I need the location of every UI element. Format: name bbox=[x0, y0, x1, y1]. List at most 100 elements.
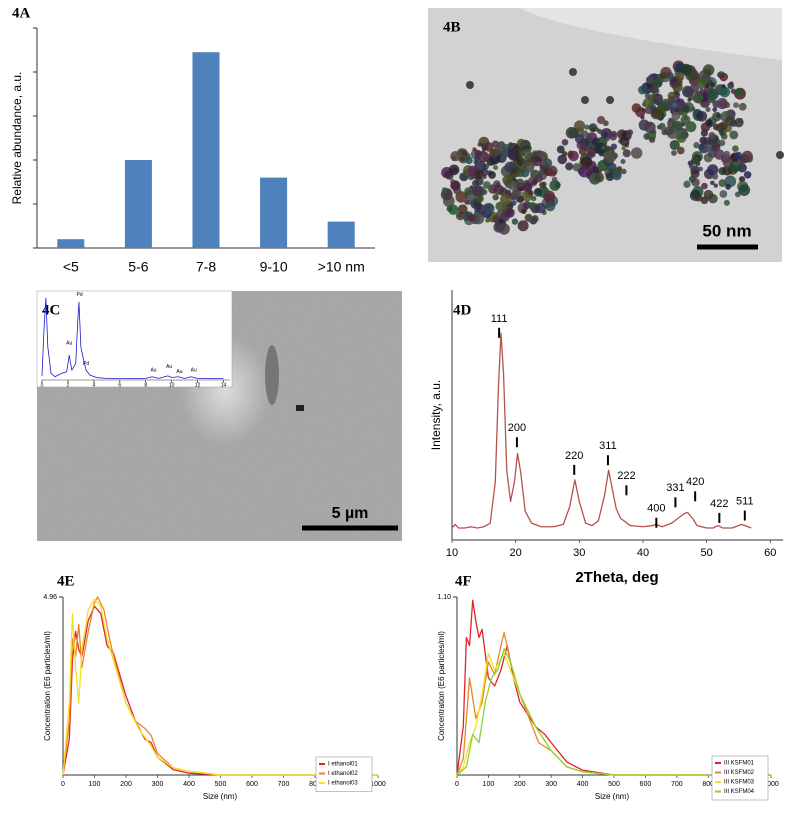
x-tick-label: 400 bbox=[577, 781, 589, 788]
x-axis-label: Size (nm) bbox=[203, 792, 238, 801]
particle bbox=[680, 114, 691, 125]
particle bbox=[522, 182, 532, 192]
particle bbox=[531, 179, 538, 185]
particle bbox=[729, 130, 739, 140]
particle bbox=[683, 180, 691, 188]
particle bbox=[741, 150, 753, 162]
x-tick-label: 300 bbox=[545, 781, 557, 788]
x-tick-label: 400 bbox=[183, 781, 195, 788]
peak-label: 400 bbox=[647, 503, 665, 515]
particle bbox=[533, 187, 543, 197]
particle bbox=[475, 176, 484, 186]
particle bbox=[743, 171, 752, 179]
particle bbox=[729, 160, 742, 173]
particle bbox=[551, 176, 558, 183]
bar bbox=[192, 52, 220, 249]
particle bbox=[464, 187, 473, 196]
particle bbox=[672, 81, 683, 93]
particle bbox=[671, 111, 681, 121]
particle bbox=[492, 215, 500, 223]
particle bbox=[512, 188, 520, 196]
particle bbox=[718, 139, 726, 147]
particles bbox=[440, 60, 784, 235]
particle bbox=[499, 141, 505, 147]
legend-label: I ethanol03 bbox=[328, 781, 358, 787]
particle bbox=[457, 204, 468, 215]
particle bbox=[719, 131, 725, 137]
image-region bbox=[428, 8, 782, 60]
particle bbox=[669, 139, 680, 151]
particle bbox=[512, 155, 517, 160]
particle bbox=[696, 113, 702, 119]
x-tick-label: 1000 bbox=[763, 781, 779, 788]
particle bbox=[705, 106, 711, 113]
particle bbox=[723, 150, 731, 158]
peak-label: Au bbox=[166, 364, 172, 370]
particle bbox=[732, 145, 739, 152]
legend-box bbox=[711, 755, 769, 801]
scale-bar-label: 5 µm bbox=[332, 505, 369, 522]
particle bbox=[717, 72, 722, 78]
particle bbox=[605, 150, 617, 163]
particle bbox=[565, 126, 578, 139]
particle bbox=[600, 128, 613, 140]
particle bbox=[646, 131, 657, 141]
particle bbox=[542, 188, 549, 195]
particle bbox=[612, 170, 622, 181]
particle bbox=[730, 119, 738, 127]
particle bbox=[727, 82, 735, 90]
scale-bar-label: 50 nm bbox=[702, 221, 751, 240]
x-tick-label: 6 bbox=[118, 382, 121, 388]
x-tick-label: 700 bbox=[278, 781, 290, 788]
particle bbox=[474, 169, 484, 179]
particle bbox=[622, 149, 631, 158]
particle bbox=[722, 165, 733, 176]
particle bbox=[549, 179, 561, 191]
particle bbox=[699, 87, 704, 92]
particle bbox=[523, 162, 535, 173]
x-tick-label: 40 bbox=[637, 547, 649, 559]
particle bbox=[706, 88, 719, 101]
x-tick-label: 0 bbox=[455, 781, 459, 788]
particle bbox=[542, 158, 553, 169]
particle bbox=[733, 102, 739, 108]
particle bbox=[718, 179, 727, 188]
particle bbox=[471, 185, 484, 197]
particle bbox=[473, 155, 480, 162]
x-tick-label: 500 bbox=[215, 781, 227, 788]
particle bbox=[630, 147, 643, 159]
particle bbox=[557, 154, 568, 165]
particle bbox=[706, 140, 711, 145]
particle bbox=[738, 176, 746, 183]
particle bbox=[592, 166, 600, 173]
x-tick-label: 8 bbox=[144, 382, 147, 388]
particle bbox=[734, 151, 743, 160]
particle bbox=[539, 182, 546, 189]
bar bbox=[260, 177, 288, 248]
particle bbox=[526, 202, 532, 207]
particle bbox=[537, 158, 542, 163]
legend-box bbox=[315, 756, 373, 792]
peak-label: Au bbox=[150, 367, 156, 373]
particle bbox=[691, 156, 699, 164]
line bbox=[456, 648, 771, 776]
particle bbox=[574, 134, 585, 144]
particle bbox=[517, 196, 525, 203]
particle bbox=[677, 133, 687, 143]
particle bbox=[687, 97, 692, 102]
particle bbox=[545, 201, 556, 212]
y-axis-label: Concentration (E6 particles/ml) bbox=[437, 631, 446, 741]
particle bbox=[561, 138, 569, 146]
panel-label: 4D bbox=[453, 302, 472, 318]
particle bbox=[482, 202, 495, 215]
particle bbox=[725, 183, 731, 190]
particle bbox=[477, 142, 482, 147]
particle bbox=[472, 147, 477, 152]
peak-label: Au bbox=[176, 369, 182, 375]
y-tick-label: 4.96 bbox=[43, 594, 57, 601]
particle bbox=[651, 108, 661, 118]
particle bbox=[701, 182, 708, 190]
particle bbox=[676, 146, 685, 155]
particle bbox=[511, 218, 519, 225]
